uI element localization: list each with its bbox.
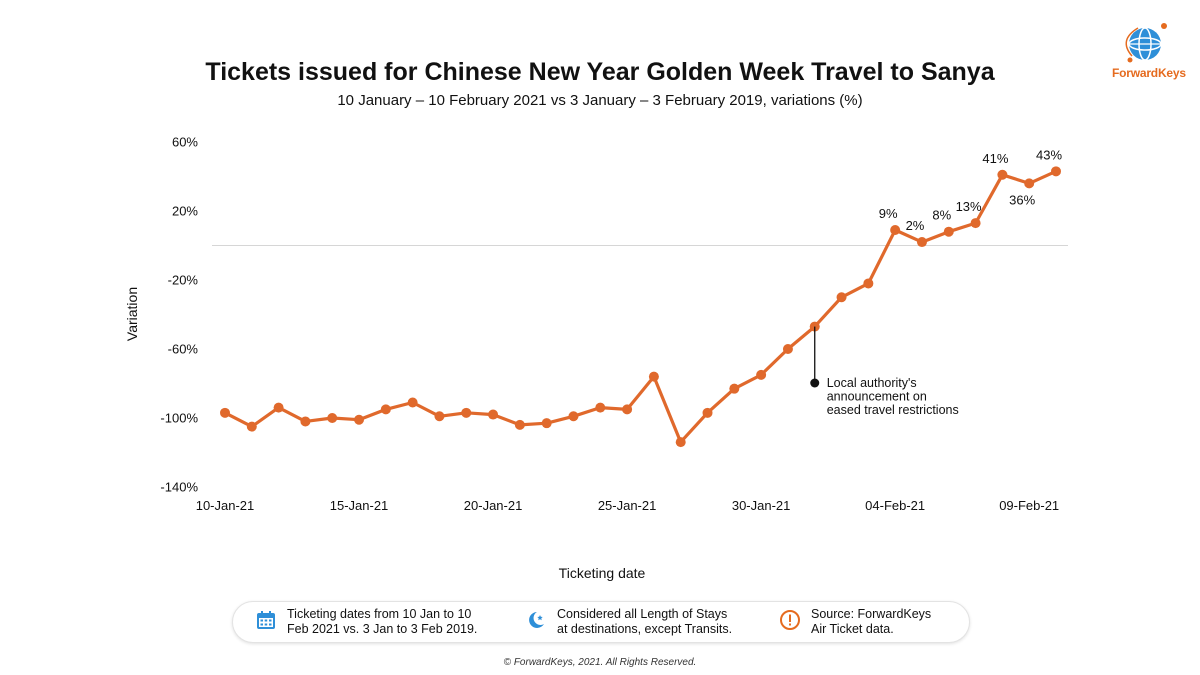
y-tick-label: -60% — [168, 342, 199, 357]
data-point — [863, 278, 874, 289]
info-text-line: Ticketing dates from 10 Jan to 10 — [287, 607, 472, 621]
info-text-line: Air Ticket data. — [811, 622, 894, 636]
data-point — [836, 292, 847, 303]
y-axis-label: Variation — [124, 287, 140, 341]
x-tick-label: 20-Jan-21 — [464, 498, 523, 513]
annotation-text: Local authority's — [827, 376, 917, 390]
data-point — [488, 409, 499, 420]
data-point — [648, 371, 659, 382]
info-text-line: Source: ForwardKeys — [811, 607, 932, 621]
info-item-source: Source: ForwardKeys Air Ticket data. — [779, 607, 931, 637]
data-point — [1024, 178, 1035, 189]
alert-icon — [780, 610, 800, 630]
data-label: 13% — [956, 199, 982, 214]
y-tick-label: 60% — [172, 135, 198, 150]
data-label: 2% — [906, 218, 925, 233]
chart-subtitle: 10 January – 10 February 2021 vs 3 Janua… — [337, 92, 863, 109]
data-point — [997, 169, 1008, 180]
data-point — [1051, 166, 1061, 177]
data-label: 41% — [982, 151, 1008, 166]
info-text-line: Considered all Length of Stays — [557, 607, 728, 621]
info-text-line: Feb 2021 vs. 3 Jan to 3 Feb 2019. — [287, 622, 478, 636]
data-point — [354, 414, 365, 425]
data-point — [675, 437, 686, 448]
data-point — [541, 418, 552, 429]
x-tick-label: 09-Feb-21 — [999, 498, 1059, 513]
data-point — [595, 402, 606, 413]
info-text-line: at destinations, except Transits. — [557, 622, 733, 636]
x-tick-label: 15-Jan-21 — [330, 498, 389, 513]
data-point — [434, 411, 445, 422]
logo-wordmark: ForwardKeys — [1112, 66, 1186, 80]
data-label: 43% — [1036, 147, 1062, 162]
data-point — [461, 407, 472, 418]
data-point — [300, 416, 311, 427]
data-point — [702, 407, 713, 418]
annotation-text: announcement on — [827, 390, 927, 404]
info-item-stays: Considered all Length of Stays at destin… — [525, 607, 732, 637]
data-point — [729, 383, 740, 394]
line-chart: 60% 20% -20% -60% -100% -140% 10-Jan-21 15-Jan… — [124, 135, 1068, 581]
calendar-icon — [257, 611, 275, 629]
moon-star-icon — [529, 612, 544, 628]
data-point — [407, 397, 418, 408]
y-tick-label: 20% — [172, 204, 198, 219]
data-point — [220, 407, 230, 418]
info-item-dates: Ticketing dates from 10 Jan to 10 Feb 20… — [255, 607, 477, 637]
data-point — [756, 369, 767, 380]
data-point — [246, 421, 257, 432]
data-point — [782, 344, 793, 354]
y-tick-label: -140% — [160, 480, 198, 495]
copyright-footer: © ForwardKeys, 2021. All Rights Reserved… — [503, 657, 697, 668]
y-tick-label: -100% — [160, 411, 198, 426]
data-label: 9% — [879, 206, 898, 221]
data-label: 36% — [1009, 192, 1035, 207]
data-point — [327, 413, 338, 423]
data-label: 8% — [932, 208, 951, 223]
globe-icon — [1125, 23, 1167, 63]
x-axis-label: Ticketing date — [559, 565, 646, 581]
data-point — [273, 402, 284, 413]
data-point — [916, 237, 927, 248]
data-point — [380, 404, 391, 415]
annotation-marker — [810, 378, 820, 388]
info-box: Ticketing dates from 10 Jan to 10 Feb 20… — [232, 601, 970, 643]
chart-title: Tickets issued for Chinese New Year Gold… — [205, 58, 995, 86]
series-line — [223, 169, 1058, 444]
x-tick-label: 30-Jan-21 — [732, 498, 791, 513]
data-point — [970, 218, 981, 229]
data-point — [568, 411, 579, 422]
data-point — [514, 419, 525, 430]
x-tick-label: 25-Jan-21 — [598, 498, 657, 513]
x-tick-label: 04-Feb-21 — [865, 498, 925, 513]
y-tick-label: -20% — [168, 273, 199, 288]
data-point — [890, 224, 901, 235]
annotation-text: eased travel restrictions — [827, 403, 959, 417]
data-point — [943, 226, 954, 237]
x-tick-label: 10-Jan-21 — [196, 498, 255, 513]
data-point — [622, 404, 633, 415]
